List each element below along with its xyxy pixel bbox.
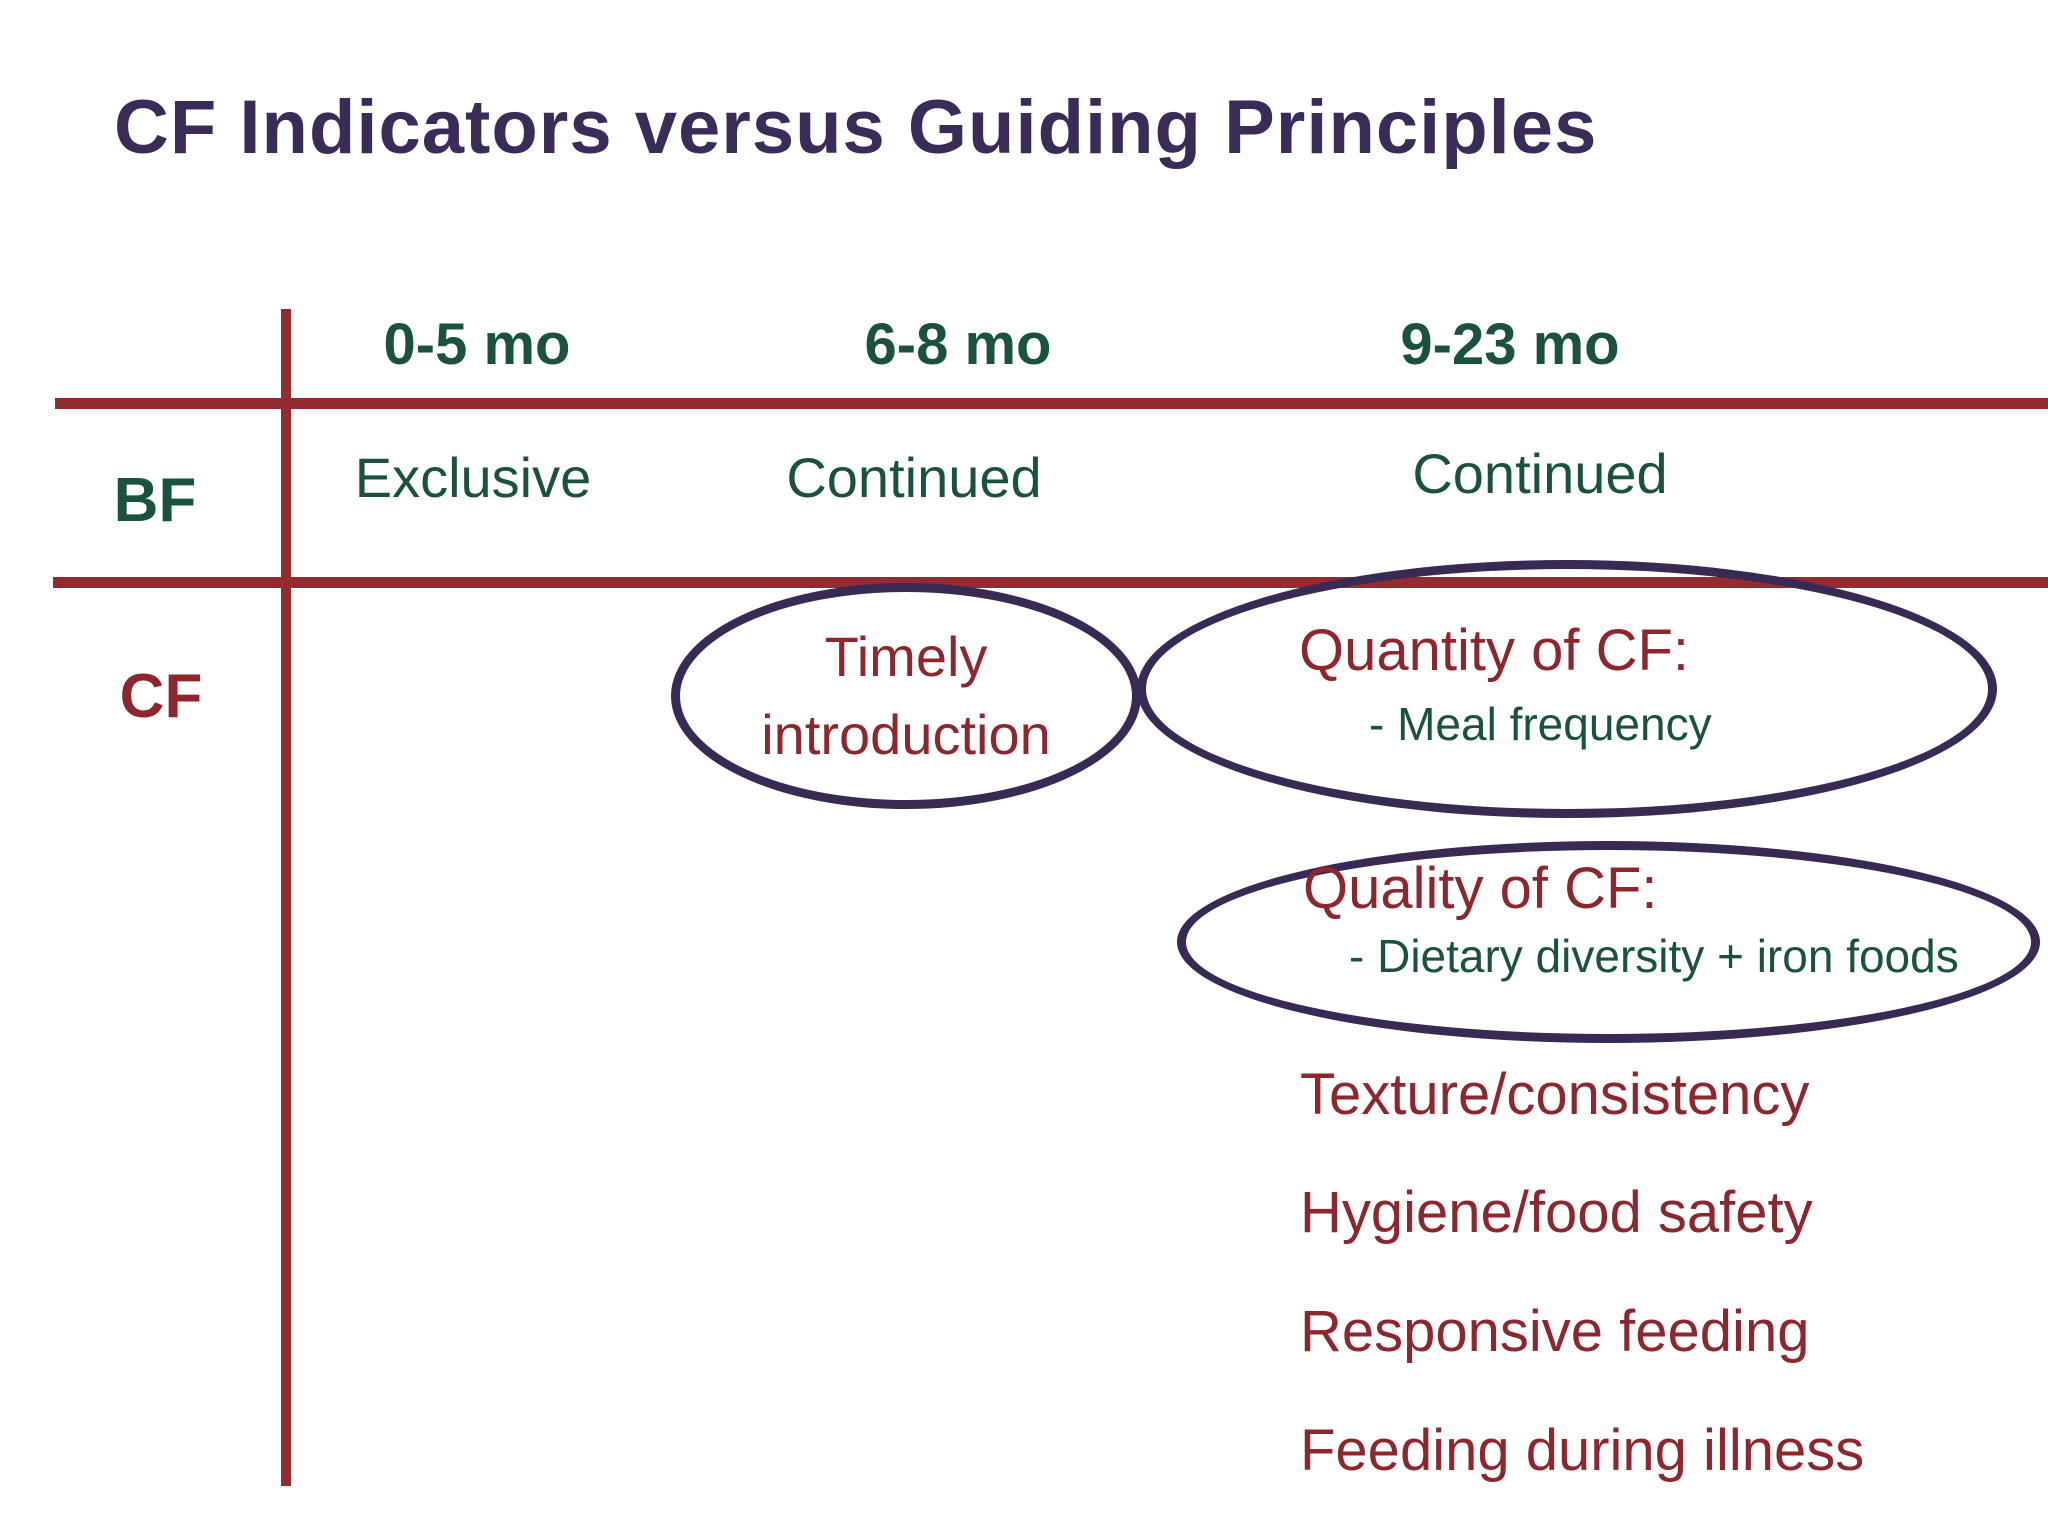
row-label-bf: BF bbox=[113, 466, 197, 535]
column-header-0-5-mo: 0-5 mo bbox=[383, 312, 571, 377]
table-vertical-rule bbox=[281, 309, 291, 1486]
timely-line-2: introduction bbox=[761, 703, 1051, 766]
table-horizontal-rule-bottom bbox=[53, 577, 2048, 588]
quality-of-cf-ellipse bbox=[1177, 841, 2040, 1043]
cell-bf-continued-2: Continued bbox=[1412, 442, 1668, 505]
cf-item-texture-consistency: Texture/consistency bbox=[1300, 1062, 1810, 1127]
row-label-cf: CF bbox=[119, 662, 203, 731]
cf-item-responsive-feeding: Responsive feeding bbox=[1300, 1299, 1810, 1364]
slide-title: CF Indicators versus Guiding Principles bbox=[114, 85, 1598, 170]
quantity-of-cf-ellipse bbox=[1137, 560, 1997, 818]
table-horizontal-rule-top bbox=[55, 398, 2048, 409]
dietary-diversity-bullet: - Dietary diversity + iron foods bbox=[1349, 930, 1959, 982]
column-header-9-23-mo: 9-23 mo bbox=[1400, 312, 1620, 377]
meal-frequency-bullet: - Meal frequency bbox=[1369, 698, 1712, 750]
timely-introduction-text: Timely introduction bbox=[671, 583, 1141, 809]
quantity-of-cf-label: Quantity of CF: bbox=[1299, 618, 1690, 683]
cell-bf-exclusive: Exclusive bbox=[354, 446, 592, 509]
cell-bf-continued-1: Continued bbox=[786, 446, 1042, 509]
timely-introduction-ellipse bbox=[671, 583, 1141, 809]
timely-line-1: Timely bbox=[824, 624, 988, 688]
cf-item-hygiene-food-safety: Hygiene/food safety bbox=[1300, 1180, 1813, 1245]
column-header-6-8-mo: 6-8 mo bbox=[864, 312, 1052, 377]
quality-of-cf-label: Quality of CF: bbox=[1303, 856, 1658, 921]
cf-item-feeding-during-illness: Feeding during illness bbox=[1300, 1418, 1865, 1483]
